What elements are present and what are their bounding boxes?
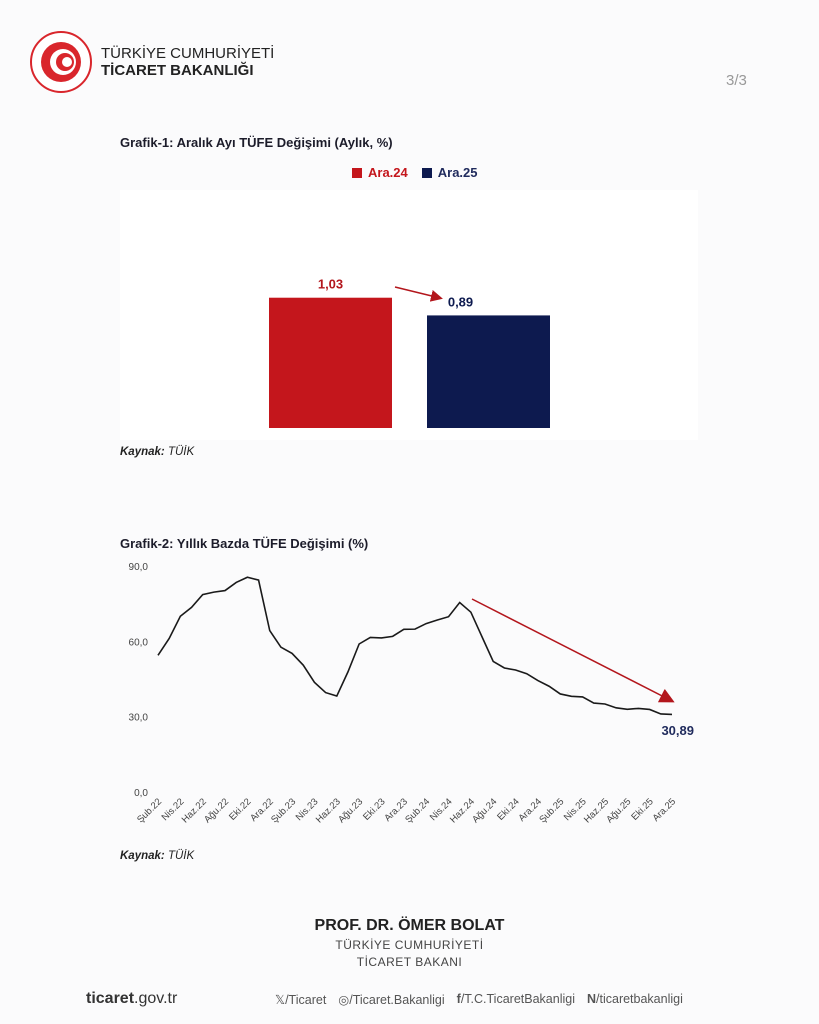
x-icon: 𝕏 [275, 993, 286, 1007]
x-tick-label: Ağu.25 [604, 796, 633, 825]
chart1-svg: 1,03 0,89 [269, 277, 550, 428]
x-tick-label: Şub.23 [269, 796, 298, 825]
x-tick-label: Ağu.22 [202, 796, 231, 825]
chart1-title: Grafik-1: Aralık Ayı TÜFE Değişimi (Aylı… [120, 135, 393, 150]
legend-swatch-ara25 [421, 167, 432, 178]
social-links: 𝕏/Ticaret ◎/Ticaret.Bakanligi f/T.C.Tica… [275, 992, 683, 1007]
social-facebook[interactable]: f/T.C.TicaretBakanligi [456, 992, 575, 1006]
y-tick-label: 0,0 [134, 788, 148, 799]
y-tick-label: 30,0 [129, 713, 149, 724]
y-tick-label: 60,0 [129, 637, 149, 648]
chart1-trend-arrow [394, 286, 443, 302]
social-nsosyal[interactable]: N/ticaretbakanligi [586, 992, 683, 1006]
legend-label-ara24: Ara.24 [368, 165, 408, 180]
bar-Ara.24 [269, 297, 392, 428]
bar-Ara.25 [427, 315, 550, 428]
chart1-legend: Ara.24 Ara.25 [352, 165, 478, 180]
x-tick-label: Şub.22 [135, 796, 164, 825]
signature-line1: TÜRKİYE CUMHURİYETİ [335, 938, 484, 952]
legend-label-ara25: Ara.25 [437, 165, 478, 180]
signature-line2: TİCARET BAKANI [356, 955, 463, 969]
bar-value-label: 1,03 [318, 277, 343, 292]
facebook-icon: f [456, 992, 461, 1006]
x-tick-label: Eki.24 [495, 796, 521, 822]
x-tick-label: Eki.23 [361, 796, 387, 822]
last-value-annotation: 30,89 [661, 723, 694, 738]
x-tick-label: Şub.24 [403, 796, 432, 825]
x-tick-label: Ağu.24 [470, 796, 499, 825]
chart2-trend-arrow [471, 598, 675, 703]
ministry-logo [30, 31, 92, 93]
instagram-icon: ◎ [338, 993, 350, 1007]
bar-value-label: 0,89 [448, 294, 473, 309]
nsosyal-icon: N [586, 992, 597, 1006]
website-link[interactable]: ticaret.gov.tr [86, 990, 178, 1007]
chart2-title: Grafik-2: Yıllık Bazda TÜFE Değişimi (%) [120, 536, 369, 551]
chart1-source: Kaynak: TÜİK [120, 446, 195, 458]
chart2-svg: 0,030,060,090,0Şub.22Nis.22Haz.22Ağu.22E… [129, 562, 694, 825]
chart2-source: Kaynak: TÜİK [120, 850, 195, 862]
social-instagram[interactable]: ◎/Ticaret.Bakanligi [338, 993, 445, 1007]
legend-swatch-ara24 [352, 167, 362, 178]
org-name-line2: TİCARET BAKANLIĞI [101, 62, 254, 79]
x-tick-label: Ara.25 [651, 796, 679, 824]
org-name-line1: TÜRKİYE CUMHURİYETİ [101, 45, 275, 62]
cpi-annual-line [157, 576, 673, 716]
x-tick-label: Ağu.23 [336, 796, 365, 825]
signature-name: PROF. DR. ÖMER BOLAT [314, 917, 505, 934]
chart1-frame [120, 190, 698, 440]
x-tick-label: Eki.25 [629, 796, 655, 822]
y-tick-label: 90,0 [129, 562, 149, 573]
page-number: 3/3 [726, 72, 747, 89]
x-tick-label: Eki.22 [227, 796, 253, 822]
social-x[interactable]: 𝕏/Ticaret [275, 993, 327, 1007]
x-tick-label: Şub.25 [537, 796, 566, 825]
